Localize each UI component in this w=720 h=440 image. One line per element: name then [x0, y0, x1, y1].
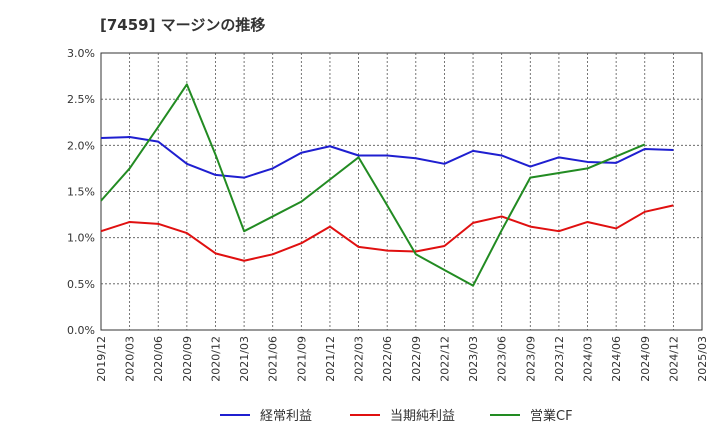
- x-tick-label: 2021/03: [238, 336, 251, 382]
- x-tick-label: 2021/09: [295, 336, 308, 382]
- series-line-営業CF: [100, 83, 646, 287]
- x-tick-label: 2021/06: [267, 336, 280, 382]
- y-tick-label: 1.0%: [67, 232, 95, 245]
- x-tick-label: 2020/09: [181, 336, 194, 382]
- x-tick-label: 2022/12: [438, 336, 451, 382]
- x-tick-label: 2022/09: [410, 336, 423, 382]
- x-tick-label: 2020/12: [209, 336, 222, 382]
- y-tick-label: 2.5%: [67, 93, 95, 106]
- legend-label: 当期純利益: [390, 409, 455, 424]
- x-tick-label: 2022/06: [381, 336, 394, 382]
- y-tick-label: 1.5%: [67, 186, 95, 199]
- x-tick-label: 2024/03: [582, 336, 595, 382]
- x-tick-label: 2023/12: [553, 336, 566, 382]
- x-tick-label: 2020/06: [152, 336, 165, 382]
- x-tick-label: 2020/03: [124, 336, 137, 382]
- x-tick-label: 2024/12: [667, 336, 680, 382]
- x-tick-label: 2024/06: [610, 336, 623, 382]
- x-tick-label: 2023/09: [524, 336, 537, 382]
- y-tick-label: 0.0%: [67, 324, 95, 337]
- y-tick-label: 2.0%: [67, 139, 95, 152]
- x-tick-label: 2021/12: [324, 336, 337, 382]
- legend-label: 営業CF: [530, 408, 573, 424]
- series-line-経常利益: [100, 136, 674, 179]
- chart-title: [7459] マージンの推移: [100, 16, 266, 34]
- y-tick-label: 3.0%: [67, 47, 95, 60]
- x-tick-label: 2025/03: [696, 336, 709, 382]
- x-tick-label: 2023/03: [467, 336, 480, 382]
- y-tick-label: 0.5%: [67, 278, 95, 291]
- x-tick-label: 2022/03: [353, 336, 366, 382]
- x-tick-label: 2023/06: [496, 336, 509, 382]
- legend-label: 経常利益: [260, 409, 312, 424]
- x-tick-label: 2019/12: [95, 336, 108, 382]
- x-tick-label: 2024/09: [639, 336, 652, 382]
- series-line-当期純利益: [100, 204, 674, 262]
